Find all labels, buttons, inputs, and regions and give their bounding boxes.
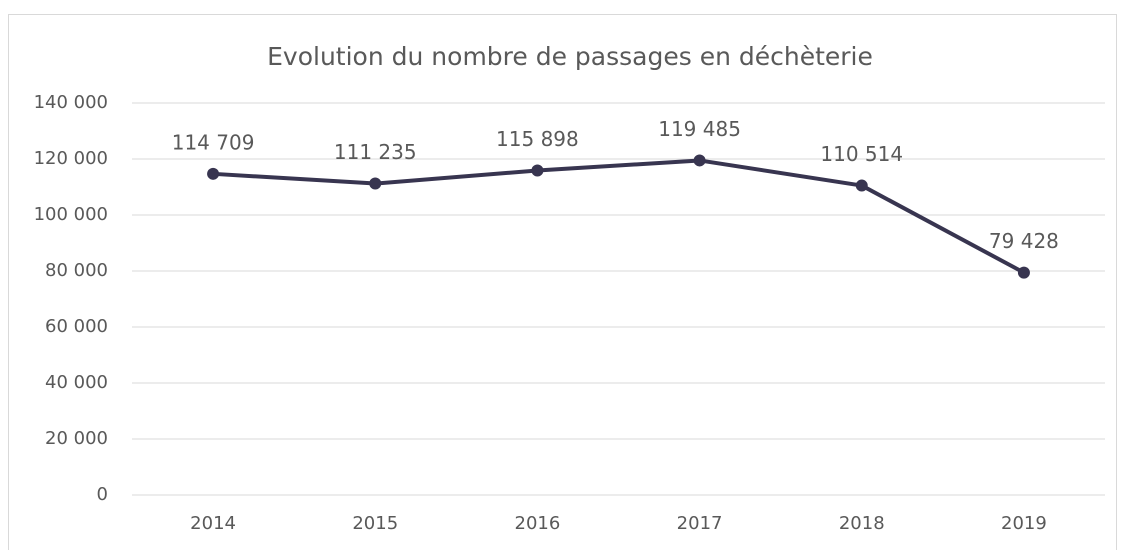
data-label: 119 485 xyxy=(658,117,741,141)
point xyxy=(1017,266,1030,279)
x-tick-label: 2015 xyxy=(352,513,398,534)
data-label: 114 709 xyxy=(172,130,255,154)
x-tick-label: 2018 xyxy=(839,513,885,534)
x-tick-label: 2019 xyxy=(1001,513,1047,534)
chart-title: Evolution du nombre de passages en déchè… xyxy=(267,42,873,71)
point xyxy=(531,164,544,177)
point xyxy=(855,179,868,192)
y-tick-label: 40 000 xyxy=(45,372,108,393)
point xyxy=(693,154,706,167)
y-tick-label: 100 000 xyxy=(34,204,108,225)
data-label: 115 898 xyxy=(496,127,579,151)
y-tick-label: 0 xyxy=(97,484,108,505)
x-tick-label: 2017 xyxy=(677,513,723,534)
data-label: 111 235 xyxy=(334,140,417,164)
point xyxy=(369,177,382,190)
chart-frame xyxy=(8,14,1117,550)
x-tick-label: 2016 xyxy=(515,513,561,534)
line xyxy=(212,158,1025,275)
y-tick-label: 120 000 xyxy=(34,148,108,169)
data-label: 110 514 xyxy=(820,142,903,166)
y-tick-label: 80 000 xyxy=(45,260,108,281)
data-label: 79 428 xyxy=(989,229,1059,253)
point xyxy=(207,167,220,180)
y-tick-label: 140 000 xyxy=(34,92,108,113)
y-tick-label: 20 000 xyxy=(45,428,108,449)
y-tick-label: 60 000 xyxy=(45,316,108,337)
x-tick-label: 2014 xyxy=(190,513,236,534)
